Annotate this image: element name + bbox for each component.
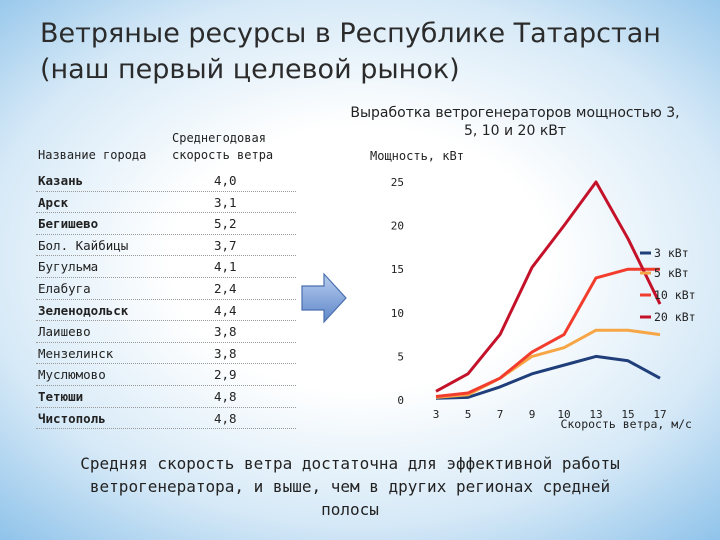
power-chart: Мощность, кВт 0 5 10 15 20 25 3 5 7 9 10 13 15 17Скоро… (370, 150, 696, 431)
legend-entry: 10 кВт (654, 288, 696, 302)
y-tick-label: 10 (391, 307, 404, 320)
table-row: Лаишево 3,8 (36, 321, 296, 343)
city-name: Чистополь (38, 410, 106, 426)
table-row: Муслюмово 2,9 (36, 364, 296, 386)
city-name: Тетюши (38, 388, 84, 404)
table-row: Мензелинск 3,8 (36, 343, 296, 365)
right-arrow-icon (301, 272, 347, 324)
table-row: Бол. Кайбицы 3,7 (36, 235, 296, 257)
table-row: Бугульма 4,1 (36, 256, 296, 278)
legend-entry: 20 кВт (654, 310, 696, 324)
city-name: Казань (38, 173, 84, 188)
chart-title: Выработка ветрогенераторов мощностью 3, … (350, 105, 680, 139)
wind-speed-value: 2,4 (214, 280, 237, 296)
header-wind-speed: Среднегодовая скорость ветра (172, 131, 274, 162)
wind-speed-value: 5,2 (214, 216, 237, 232)
x-tick-label: 13 (589, 408, 602, 421)
header-city: Название города (38, 148, 147, 162)
table-row: Арск 3,1 (36, 192, 296, 214)
wind-speed-value: 4,8 (214, 410, 237, 426)
y-tick-label: 0 (397, 394, 404, 407)
table-row: Казань 4,0 (36, 170, 296, 192)
table-row: Елабуга 2,4 (36, 278, 296, 300)
city-name: Зеленодольск (38, 302, 129, 318)
table-row: Зеленодольск 4,4 (36, 300, 296, 322)
wind-table: Название города Среднегодовая скорость в… (36, 130, 296, 430)
wind-speed-value: 4,1 (214, 259, 237, 275)
wind-speed-value: 3,8 (214, 324, 237, 340)
x-tick-label: 15 (621, 408, 634, 421)
city-name: Лаишево (38, 324, 91, 340)
city-name: Арск (38, 194, 69, 210)
y-tick-label: 5 (397, 350, 404, 363)
city-name: Бегишево (38, 216, 99, 232)
legend-entry: 5 кВт (654, 266, 689, 280)
wind-speed-value: 4,0 (214, 173, 237, 188)
series-line-1 (435, 354, 661, 400)
x-tick-label: 9 (529, 408, 536, 421)
x-tick-label: 7 (497, 408, 504, 421)
city-name: Бол. Кайбицы (38, 237, 129, 253)
y-tick-label: 25 (391, 176, 404, 189)
slide-title: Ветряные ресурсы в Республике Татарстан … (40, 18, 661, 85)
table-row: Тетюши 4,8 (36, 386, 296, 408)
x-tick-label: 5 (465, 408, 472, 421)
wind-speed-value: 4,4 (214, 302, 237, 318)
x-tick-label: 3 (433, 408, 440, 421)
y-tick-label: 20 (391, 220, 404, 233)
wind-speed-value: 3,1 (214, 194, 237, 210)
x-tick-label: 17 (653, 408, 666, 421)
slide-caption: Средняя скорость ветра достаточна для эф… (80, 454, 620, 519)
series-line-4 (435, 180, 662, 393)
wind-speed-value: 3,8 (214, 345, 237, 361)
wind-speed-value: 3,7 (214, 237, 237, 253)
x-axis-label: Скорость ветра, м/с (560, 417, 692, 431)
y-tick-label: 15 (391, 263, 404, 276)
table-rows: Казань 4,0 Арск 3,1 Бегишево 5,2 Бол. Кайбицы 3… (36, 170, 296, 430)
city-name: Мензелинск (38, 345, 114, 361)
wind-speed-value: 2,9 (214, 367, 237, 383)
series-line-2 (435, 328, 661, 399)
x-tick-label: 10 (557, 408, 570, 421)
city-name: Муслюмово (38, 367, 106, 383)
table-header: Название города Среднегодовая скорость в… (36, 130, 296, 170)
wind-speed-value: 4,8 (214, 388, 237, 404)
table-row: Чистополь 4,8 (36, 408, 296, 430)
city-name: Бугульма (38, 259, 99, 275)
table-row: Бегишево 5,2 (36, 213, 296, 235)
city-name: Елабуга (38, 280, 91, 296)
y-axis-label: Мощность, кВт (370, 150, 464, 163)
series-line-3 (435, 267, 660, 399)
legend-entry: 3 кВт (654, 246, 689, 260)
